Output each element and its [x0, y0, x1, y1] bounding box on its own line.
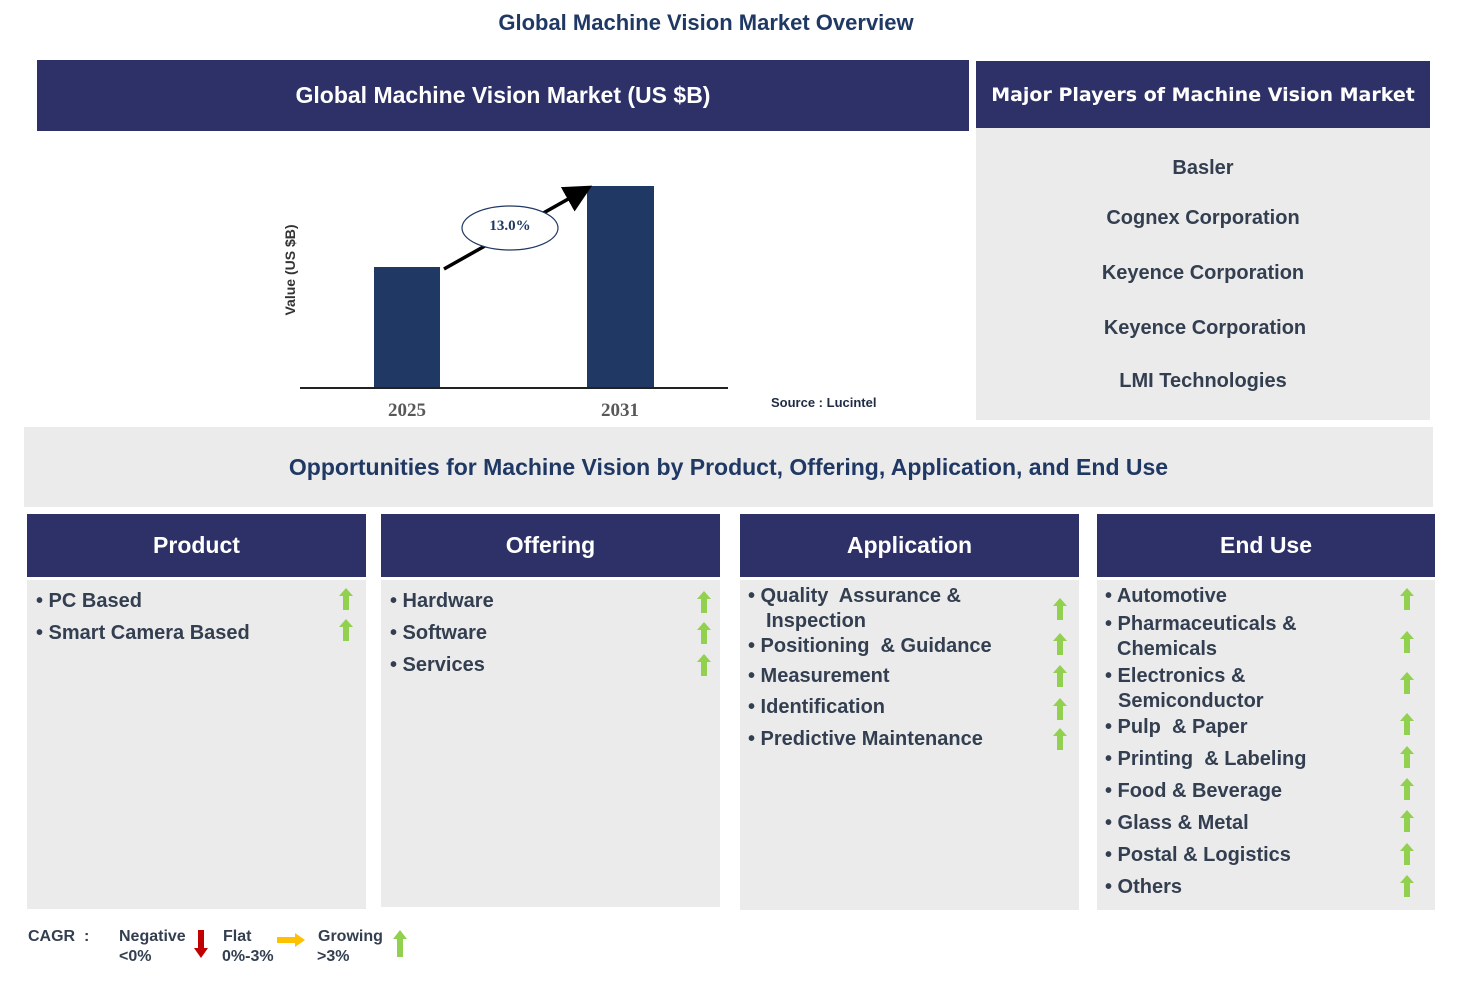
x-axis-line	[300, 387, 728, 389]
growing-arrow-icon	[1053, 698, 1067, 720]
growing-arrow-icon	[393, 930, 407, 957]
list-item: • Quality Assurance &	[748, 585, 961, 607]
offering-header: Offering	[381, 514, 720, 577]
cagr-arrow-icon	[443, 185, 593, 271]
y-axis-label: Value (US $B)	[282, 224, 298, 316]
list-item: • Pulp & Paper	[1105, 716, 1248, 738]
legend-growing-line1: Growing	[318, 928, 383, 945]
growing-arrow-icon	[1400, 631, 1414, 653]
legend-flat-line2: 0%-3%	[222, 948, 274, 965]
growing-arrow-icon	[1053, 633, 1067, 655]
bar-2031	[587, 186, 654, 388]
list-item: • Predictive Maintenance	[748, 728, 983, 750]
list-item: • Automotive	[1105, 585, 1227, 607]
list-item: • Printing & Labeling	[1105, 748, 1307, 770]
player-item: Keyence Corporation	[1101, 262, 1305, 284]
growing-arrow-icon	[1053, 665, 1067, 687]
negative-arrow-icon	[194, 930, 208, 958]
legend-negative-line2: <0%	[119, 948, 152, 965]
offering-body	[381, 580, 720, 907]
player-item: Keyence Corporation	[1103, 317, 1307, 339]
list-item: • Measurement	[748, 665, 890, 687]
legend-growing-line2: >3%	[317, 948, 350, 965]
bar-2025	[374, 267, 440, 388]
growing-arrow-icon	[697, 622, 711, 644]
list-item: • PC Based	[36, 590, 142, 612]
player-item: LMI Technologies	[1119, 370, 1287, 392]
growing-arrow-icon	[1053, 728, 1067, 750]
source-label: Source : Lucintel	[771, 395, 877, 410]
player-item: Basler	[1172, 157, 1234, 179]
chart-header: Global Machine Vision Market (US $B)	[37, 60, 969, 131]
list-item: • Electronics &	[1105, 665, 1246, 687]
cagr-label: 13.0%	[489, 218, 531, 234]
list-item-continuation: Chemicals	[1117, 638, 1218, 660]
application-body	[740, 580, 1079, 910]
list-item: • Services	[390, 654, 485, 676]
growing-arrow-icon	[697, 591, 711, 613]
opportunities-title: Opportunities for Machine Vision by Prod…	[24, 427, 1433, 507]
list-item: • Smart Camera Based	[36, 622, 250, 644]
growing-arrow-icon	[697, 654, 711, 676]
growing-arrow-icon	[1400, 672, 1414, 694]
list-item: • Hardware	[390, 590, 494, 612]
list-item-continuation: Inspection	[766, 610, 867, 632]
list-item: • Identification	[748, 696, 886, 718]
player-item: Cognex Corporation	[1106, 207, 1300, 229]
list-item: • Food & Beverage	[1105, 780, 1283, 802]
growing-arrow-icon	[1400, 746, 1414, 768]
end-use-header: End Use	[1097, 514, 1435, 577]
application-header: Application	[740, 514, 1079, 577]
players-list: Basler Cognex Corporation Keyence Corpor…	[976, 128, 1430, 420]
list-item: • Pharmaceuticals &	[1105, 613, 1297, 635]
legend-label: CAGR :	[28, 928, 90, 945]
end-use-body	[1097, 580, 1435, 910]
list-item: • Postal & Logistics	[1105, 844, 1291, 866]
growing-arrow-icon	[1400, 810, 1414, 832]
list-item-continuation: Semiconductor	[1118, 690, 1264, 712]
x-tick-2031: 2031	[601, 400, 639, 421]
growing-arrow-icon	[1400, 588, 1414, 610]
flat-arrow-icon	[277, 933, 305, 947]
growing-arrow-icon	[1400, 875, 1414, 897]
growing-arrow-icon	[1400, 843, 1414, 865]
players-header: Major Players of Machine Vision Market	[976, 61, 1430, 128]
growing-arrow-icon	[339, 619, 353, 641]
list-item: • Others	[1105, 876, 1183, 898]
legend-negative-line1: Negative	[119, 928, 186, 945]
growing-arrow-icon	[1400, 778, 1414, 800]
growing-arrow-icon	[339, 588, 353, 610]
growing-arrow-icon	[1400, 713, 1414, 735]
list-item: • Glass & Metal	[1105, 812, 1249, 834]
product-header: Product	[27, 514, 366, 577]
legend-flat-line1: Flat	[223, 928, 252, 945]
product-body	[27, 580, 366, 909]
x-tick-2025: 2025	[388, 400, 426, 421]
list-item: • Software	[390, 622, 488, 644]
growing-arrow-icon	[1053, 598, 1067, 620]
list-item: • Positioning & Guidance	[748, 635, 992, 657]
page-title: Global Machine Vision Market Overview	[498, 10, 914, 35]
